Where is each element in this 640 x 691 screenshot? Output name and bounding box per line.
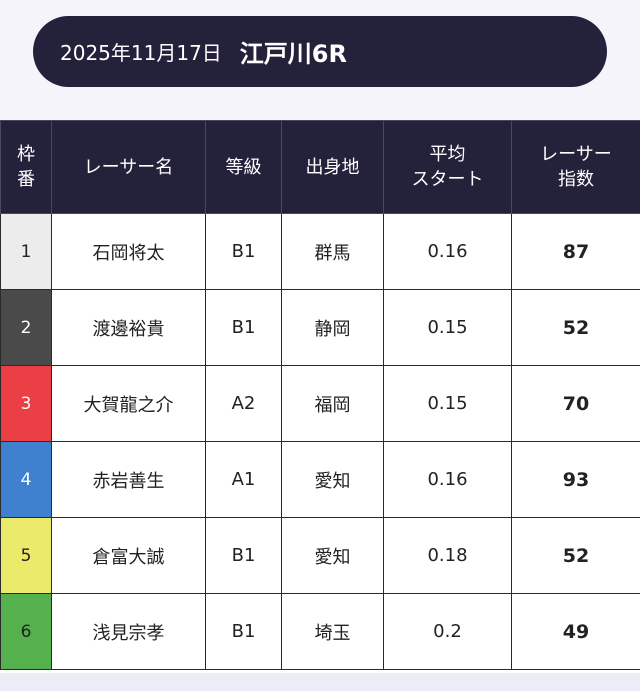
racer-index-cell: 70: [511, 365, 640, 442]
grade-cell: A2: [205, 365, 282, 442]
frame-number-cell: 5: [0, 517, 52, 594]
grade-cell: B1: [205, 289, 282, 366]
col-header-birthplace: 出身地: [281, 120, 384, 214]
avg-start-cell: 0.15: [383, 365, 512, 442]
grade-cell: B1: [205, 213, 282, 290]
table-row: 3 大賀龍之介 A2 福岡 0.15 70: [0, 365, 640, 442]
birthplace-cell: 愛知: [281, 441, 384, 518]
col-header-frame-line2: 番: [17, 169, 35, 190]
racer-name-cell: 石岡将太: [51, 213, 206, 290]
birthplace-cell: 群馬: [281, 213, 384, 290]
racer-index-cell: 52: [511, 517, 640, 594]
birthplace-cell: 福岡: [281, 365, 384, 442]
col-header-avg-start-line1: 平均: [429, 144, 466, 165]
birthplace-cell: 愛知: [281, 517, 384, 594]
col-header-frame: 枠 番: [0, 120, 52, 214]
col-header-racer-index-line1: レーサー: [540, 144, 612, 165]
race-date: 2025年11月17日: [60, 41, 222, 65]
col-header-avg-start: 平均 スタート: [383, 120, 512, 214]
racer-name-cell: 赤岩善生: [51, 441, 206, 518]
racer-index-cell: 52: [511, 289, 640, 366]
grade-cell: A1: [205, 441, 282, 518]
racer-name-cell: 倉富大誠: [51, 517, 206, 594]
avg-start-cell: 0.18: [383, 517, 512, 594]
racer-name-cell: 浅見宗孝: [51, 593, 206, 670]
col-header-racer-index: レーサー 指数: [511, 120, 640, 214]
table-row: 2 渡邊裕貴 B1 静岡 0.15 52: [0, 289, 640, 366]
frame-number-cell: 3: [0, 365, 52, 442]
col-header-grade: 等級: [205, 120, 282, 214]
race-header: 2025年11月17日 江戸川6R: [33, 16, 607, 87]
racer-index-cell: 87: [511, 213, 640, 290]
racer-index-cell: 93: [511, 441, 640, 518]
table-header-row: 枠 番 レーサー名 等級 出身地 平均 スタート レーサー 指数: [0, 120, 640, 214]
frame-number-cell: 6: [0, 593, 52, 670]
racer-name-cell: 渡邊裕貴: [51, 289, 206, 366]
table-row: 5 倉富大誠 B1 愛知 0.18 52: [0, 517, 640, 594]
racer-index-cell: 49: [511, 593, 640, 670]
table-row: 4 赤岩善生 A1 愛知 0.16 93: [0, 441, 640, 518]
racer-table-container: 枠 番 レーサー名 等級 出身地 平均 スタート レーサー 指数 1 石岡将太: [0, 120, 640, 673]
table-row: 6 浅見宗孝 B1 埼玉 0.2 49: [0, 593, 640, 670]
birthplace-cell: 埼玉: [281, 593, 384, 670]
birthplace-cell: 静岡: [281, 289, 384, 366]
frame-number-cell: 1: [0, 213, 52, 290]
grade-cell: B1: [205, 593, 282, 670]
avg-start-cell: 0.15: [383, 289, 512, 366]
avg-start-cell: 0.16: [383, 213, 512, 290]
col-header-frame-line1: 枠: [17, 144, 35, 165]
col-header-racer-index-line2: 指数: [558, 169, 594, 190]
bottom-background-strip: [0, 673, 640, 691]
grade-cell: B1: [205, 517, 282, 594]
racer-table: 枠 番 レーサー名 等級 出身地 平均 スタート レーサー 指数 1 石岡将太: [0, 120, 640, 670]
racer-name-cell: 大賀龍之介: [51, 365, 206, 442]
frame-number-cell: 4: [0, 441, 52, 518]
frame-number-cell: 2: [0, 289, 52, 366]
avg-start-cell: 0.16: [383, 441, 512, 518]
avg-start-cell: 0.2: [383, 593, 512, 670]
col-header-avg-start-line2: スタート: [411, 169, 484, 190]
col-header-racer-name: レーサー名: [51, 120, 206, 214]
table-row: 1 石岡将太 B1 群馬 0.16 87: [0, 213, 640, 290]
race-title: 江戸川6R: [239, 40, 347, 68]
